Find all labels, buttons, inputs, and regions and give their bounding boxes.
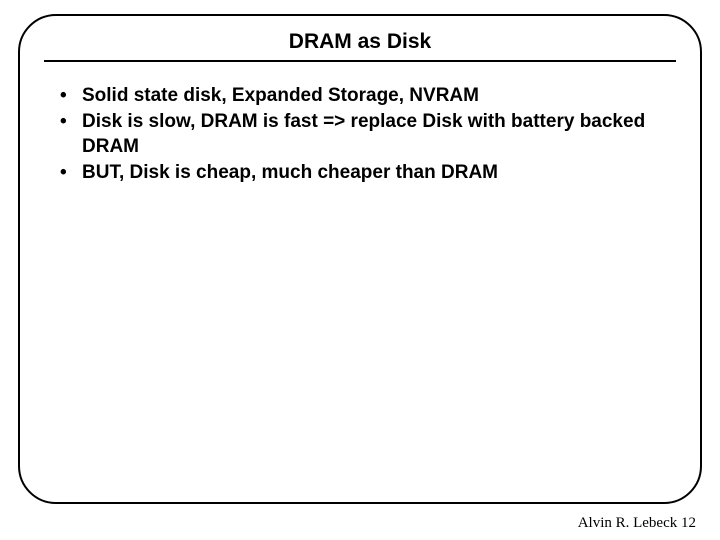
slide-footer: Alvin R. Lebeck 12 bbox=[578, 515, 696, 532]
footer-author: Alvin R. Lebeck bbox=[578, 515, 678, 531]
list-item: Disk is slow, DRAM is fast => replace Di… bbox=[56, 110, 664, 159]
slide-title: DRAM as Disk bbox=[289, 30, 431, 54]
bullet-list: Solid state disk, Expanded Storage, NVRA… bbox=[56, 84, 664, 185]
footer-page: 12 bbox=[681, 515, 696, 531]
slide-body: Solid state disk, Expanded Storage, NVRA… bbox=[20, 62, 700, 185]
list-item: BUT, Disk is cheap, much cheaper than DR… bbox=[56, 161, 664, 185]
list-item: Solid state disk, Expanded Storage, NVRA… bbox=[56, 84, 664, 108]
slide-frame: DRAM as Disk Solid state disk, Expanded … bbox=[18, 14, 702, 504]
title-container: DRAM as Disk bbox=[20, 16, 700, 54]
